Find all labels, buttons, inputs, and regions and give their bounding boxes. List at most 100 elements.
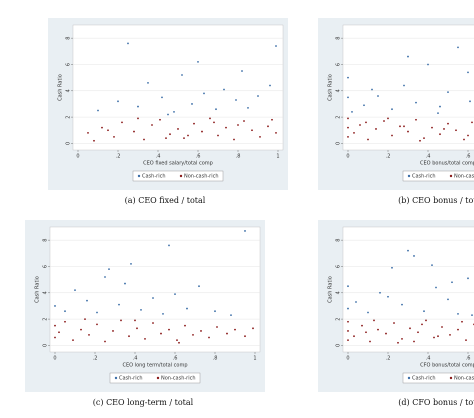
point bbox=[353, 335, 355, 338]
point bbox=[433, 336, 435, 339]
point bbox=[173, 110, 175, 113]
point bbox=[471, 121, 473, 124]
point bbox=[235, 99, 237, 101]
point bbox=[439, 105, 441, 108]
y-tick-label: 2 bbox=[336, 318, 342, 321]
point bbox=[64, 310, 66, 313]
point bbox=[347, 117, 349, 120]
point bbox=[87, 131, 89, 134]
x-tick-label: .6 bbox=[196, 154, 201, 160]
x-tick-label: .6 bbox=[173, 356, 178, 362]
point bbox=[113, 135, 115, 138]
point bbox=[347, 307, 349, 310]
point bbox=[431, 126, 433, 129]
x-tick-label: 0 bbox=[346, 356, 349, 362]
legend-label: Cash-rich bbox=[142, 174, 166, 180]
point bbox=[403, 125, 405, 128]
point bbox=[147, 81, 149, 84]
point bbox=[104, 340, 106, 343]
x-tick-label: .4 bbox=[133, 356, 138, 362]
x-tick-label: .6 bbox=[466, 154, 471, 160]
point bbox=[435, 286, 437, 289]
point bbox=[271, 118, 273, 121]
point bbox=[107, 129, 109, 132]
point bbox=[417, 331, 419, 334]
point bbox=[425, 319, 427, 322]
point bbox=[467, 134, 469, 137]
point bbox=[217, 134, 219, 137]
point bbox=[130, 262, 132, 265]
point bbox=[461, 320, 463, 323]
point bbox=[437, 335, 439, 338]
point bbox=[96, 323, 98, 326]
point bbox=[391, 266, 393, 269]
point bbox=[234, 328, 236, 331]
x-tick-label: .8 bbox=[213, 356, 218, 362]
point bbox=[385, 332, 387, 335]
point bbox=[112, 330, 114, 332]
x-tick-label: 1 bbox=[253, 356, 256, 362]
point bbox=[447, 91, 449, 94]
point bbox=[407, 55, 409, 58]
point bbox=[391, 108, 393, 111]
x-tick-label: .4 bbox=[426, 356, 431, 362]
point bbox=[193, 122, 195, 125]
point bbox=[455, 129, 457, 132]
point bbox=[192, 333, 194, 336]
y-tick-label: 8 bbox=[336, 37, 342, 40]
point bbox=[80, 328, 82, 331]
x-tick-label: 0 bbox=[346, 154, 349, 160]
point bbox=[401, 337, 403, 340]
point bbox=[216, 326, 218, 328]
point bbox=[165, 137, 167, 140]
legend-swatch bbox=[137, 174, 141, 178]
point bbox=[88, 333, 90, 336]
y-axis-label: Cash Ratio bbox=[328, 74, 334, 101]
legend-label: Cash-rich bbox=[119, 376, 143, 382]
point bbox=[363, 104, 365, 107]
point bbox=[223, 88, 225, 91]
point bbox=[439, 133, 441, 136]
point bbox=[58, 331, 60, 334]
point bbox=[419, 139, 421, 142]
point bbox=[377, 328, 379, 331]
point bbox=[201, 130, 203, 133]
x-tick-label: .4 bbox=[426, 154, 431, 160]
point bbox=[84, 318, 86, 321]
point bbox=[407, 249, 409, 252]
point bbox=[127, 42, 129, 45]
point bbox=[465, 339, 467, 342]
point bbox=[104, 276, 106, 278]
y-axis-label: Cash Ratio bbox=[58, 74, 64, 101]
caption: (c) CEO long-term / total bbox=[93, 398, 194, 407]
plot-area bbox=[49, 226, 261, 353]
point bbox=[387, 295, 389, 298]
point bbox=[427, 63, 429, 66]
point bbox=[383, 120, 385, 122]
panel: 0 2 4 6 8 0 .2 .4 .6 .8 1 Cash Ratio CEO fixed salar… bbox=[48, 18, 288, 205]
point bbox=[421, 323, 423, 326]
point bbox=[397, 341, 399, 344]
point bbox=[449, 333, 451, 336]
point bbox=[347, 285, 349, 288]
x-tick-label: .2 bbox=[386, 154, 391, 160]
y-tick-label: 4 bbox=[66, 89, 72, 92]
legend-label: Non-cash-rich bbox=[454, 376, 474, 382]
point bbox=[117, 100, 119, 103]
y-tick-label: 2 bbox=[66, 116, 72, 119]
legend-swatch bbox=[449, 376, 453, 380]
point bbox=[467, 71, 469, 74]
point bbox=[159, 118, 161, 121]
y-tick-label: 8 bbox=[66, 37, 72, 40]
point bbox=[413, 340, 415, 343]
point bbox=[198, 285, 200, 288]
point bbox=[169, 133, 171, 136]
point bbox=[160, 332, 162, 335]
y-tick-label: 4 bbox=[336, 89, 342, 92]
point bbox=[177, 128, 179, 130]
point bbox=[186, 307, 188, 310]
point bbox=[168, 244, 170, 247]
point bbox=[367, 311, 369, 314]
